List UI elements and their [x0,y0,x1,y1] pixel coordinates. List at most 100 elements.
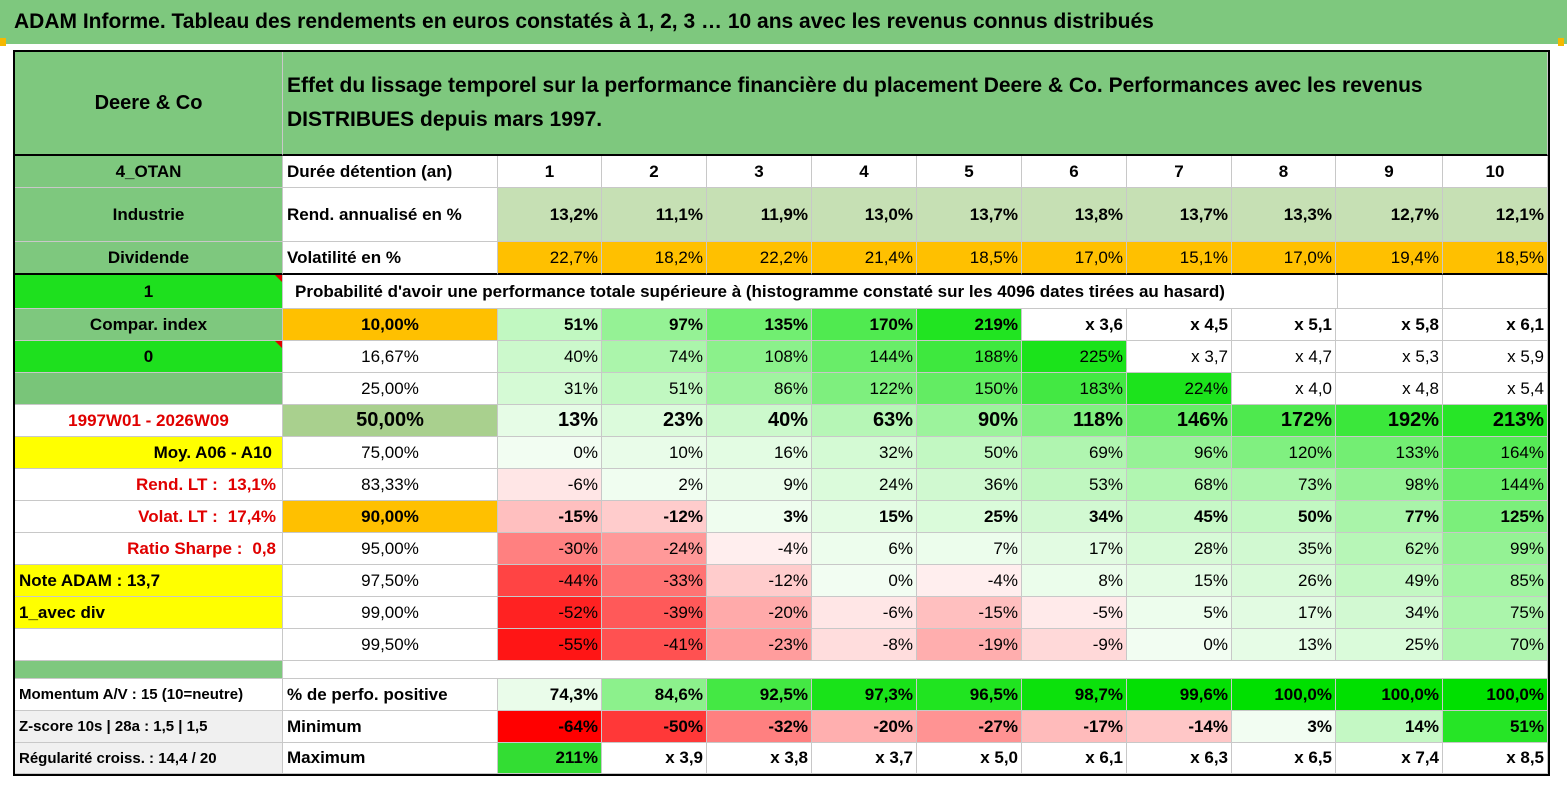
spacer-row [15,661,1548,679]
minimum-cell: -64% [498,711,602,743]
probability-value-cell: x 5,4 [1443,373,1548,405]
probability-value-cell: 120% [1232,437,1336,469]
probability-value-cell: -52% [498,597,602,629]
year-cell: 5 [917,156,1022,188]
probability-value-cell: -20% [707,597,812,629]
perf-positive-row: Momentum A/V : 15 (10=neutre)% de perfo.… [15,679,1548,711]
probability-value-cell: 225% [1022,341,1127,373]
compar-index: Compar. index [15,309,283,341]
probability-value-cell: 53% [1022,469,1127,501]
year-cell: 2 [602,156,707,188]
probability-value-cell: x 5,9 [1443,341,1548,373]
probability-value-cell: 16% [707,437,812,469]
type-label: Dividende [15,242,283,275]
volat-cell: 22,7% [498,242,602,275]
probability-value-cell: 219% [917,309,1022,341]
probability-value-cell: 70% [1443,629,1548,661]
probability-value-cell: 51% [498,309,602,341]
probability-value-cell: 26% [1232,565,1336,597]
sharpe-ratio-value: 0,8 [252,538,276,558]
rend-cell: 13,0% [812,188,917,242]
probability-value-cell: 24% [812,469,917,501]
probability-threshold: 99,50% [283,629,498,661]
probability-row: Note ADAM : 13,7 97,50% -44% -33% -12% 0% -4% 8… [15,565,1548,597]
probability-value-cell: -41% [602,629,707,661]
rend-lt-value: 13,1% [227,474,276,494]
probability-row: 1997W01 - 2026W09 50,00% 13% 23% 40% 63% 90% 11… [15,405,1548,437]
probability-row: 1_avec div 99,00% -52% -39% -20% -6% -15% -5% 5%… [15,597,1548,629]
year-cell: 4 [812,156,917,188]
probability-value-cell: -39% [602,597,707,629]
probability-value-cell: 62% [1336,533,1443,565]
moyenne-label: Moy. A06 - A10 [15,437,283,469]
probability-value-cell: 25% [917,501,1022,533]
probability-value-cell: 183% [1022,373,1127,405]
probability-value-cell: 144% [1443,469,1548,501]
maximum-cell: x 6,3 [1127,743,1232,774]
probability-row: 0 16,67% 40% 74% 108% 144% 188% 225% x 3,7 x 4,7 x… [15,341,1548,373]
regularite-label: Régularité croiss. : 14,4 / 20 [15,743,283,774]
prob-blank-10 [1443,275,1548,309]
year-cell: 7 [1127,156,1232,188]
probability-value-cell: 125% [1443,501,1548,533]
year-cell: 1 [498,156,602,188]
code-label: 4_OTAN [15,156,283,188]
volat-cell: 18,5% [1443,242,1548,275]
probability-value-cell: -6% [498,469,602,501]
probability-value-cell: 23% [602,405,707,437]
probability-threshold: 50,00% [283,405,498,437]
probability-value-cell: -30% [498,533,602,565]
probability-value-cell: 0% [812,565,917,597]
probability-value-cell: 0% [498,437,602,469]
report-title: ADAM Informe. Tableau des rendements en … [0,0,1567,44]
rend-cell: 13,7% [917,188,1022,242]
minimum-cell: -17% [1022,711,1127,743]
probability-value-cell: 50% [1232,501,1336,533]
perf-positive-cell: 97,3% [812,679,917,711]
volat-label: Volatilité en % [283,242,498,275]
minimum-cell: -50% [602,711,707,743]
probability-threshold: 97,50% [283,565,498,597]
probability-value-cell: 133% [1336,437,1443,469]
volat-lt: Volat. LT : 17,4% [15,501,283,533]
probability-value-cell: 69% [1022,437,1127,469]
duree-label: Durée détention (an) [283,156,498,188]
probability-value-cell: 7% [917,533,1022,565]
maximum-cell: x 3,8 [707,743,812,774]
header-row: Deere & Co Effet du lissage temporel sur … [15,52,1548,156]
volat-cell: 17,0% [1232,242,1336,275]
probability-value-cell: 17% [1232,597,1336,629]
probability-value-cell: x 4,0 [1232,373,1336,405]
probability-value-cell: 13% [498,405,602,437]
volat-row: Dividende Volatilité en % 22,7% 18,2% 22,2% 2… [15,242,1548,275]
rend-lt-label: Rend. LT : [135,474,218,494]
volat-cell: 18,5% [917,242,1022,275]
probability-value-cell: 0% [1127,629,1232,661]
probability-value-cell: -15% [917,597,1022,629]
perf-positive-cell: 84,6% [602,679,707,711]
probability-value-cell: -8% [812,629,917,661]
probability-value-cell: 146% [1127,405,1232,437]
probability-value-cell: 50% [917,437,1022,469]
minimum-cell: 3% [1232,711,1336,743]
probability-value-cell: -19% [917,629,1022,661]
probability-value-cell: 108% [707,341,812,373]
rend-cell: 11,9% [707,188,812,242]
probability-row: Ratio Sharpe : 0,8 95,00% -30% -24% -4% 6% 7% 17… [15,533,1548,565]
probability-value-cell: 15% [1127,565,1232,597]
perf-positive-label: % de perfo. positive [283,679,498,711]
probability-value-cell: 68% [1127,469,1232,501]
probability-threshold: 10,00% [283,309,498,341]
maximum-cell: x 8,5 [1443,743,1548,774]
flag-zero: 0 [15,341,283,373]
probability-value-cell: 118% [1022,405,1127,437]
probability-value-cell: 122% [812,373,917,405]
probability-value-cell: x 6,1 [1443,309,1548,341]
perf-positive-cell: 100,0% [1232,679,1336,711]
rend-cell: 12,7% [1336,188,1443,242]
rend-cell: 13,2% [498,188,602,242]
probability-value-cell: 15% [812,501,917,533]
probability-value-cell: 192% [1336,405,1443,437]
maximum-cell: x 5,0 [917,743,1022,774]
perf-positive-cell: 98,7% [1022,679,1127,711]
